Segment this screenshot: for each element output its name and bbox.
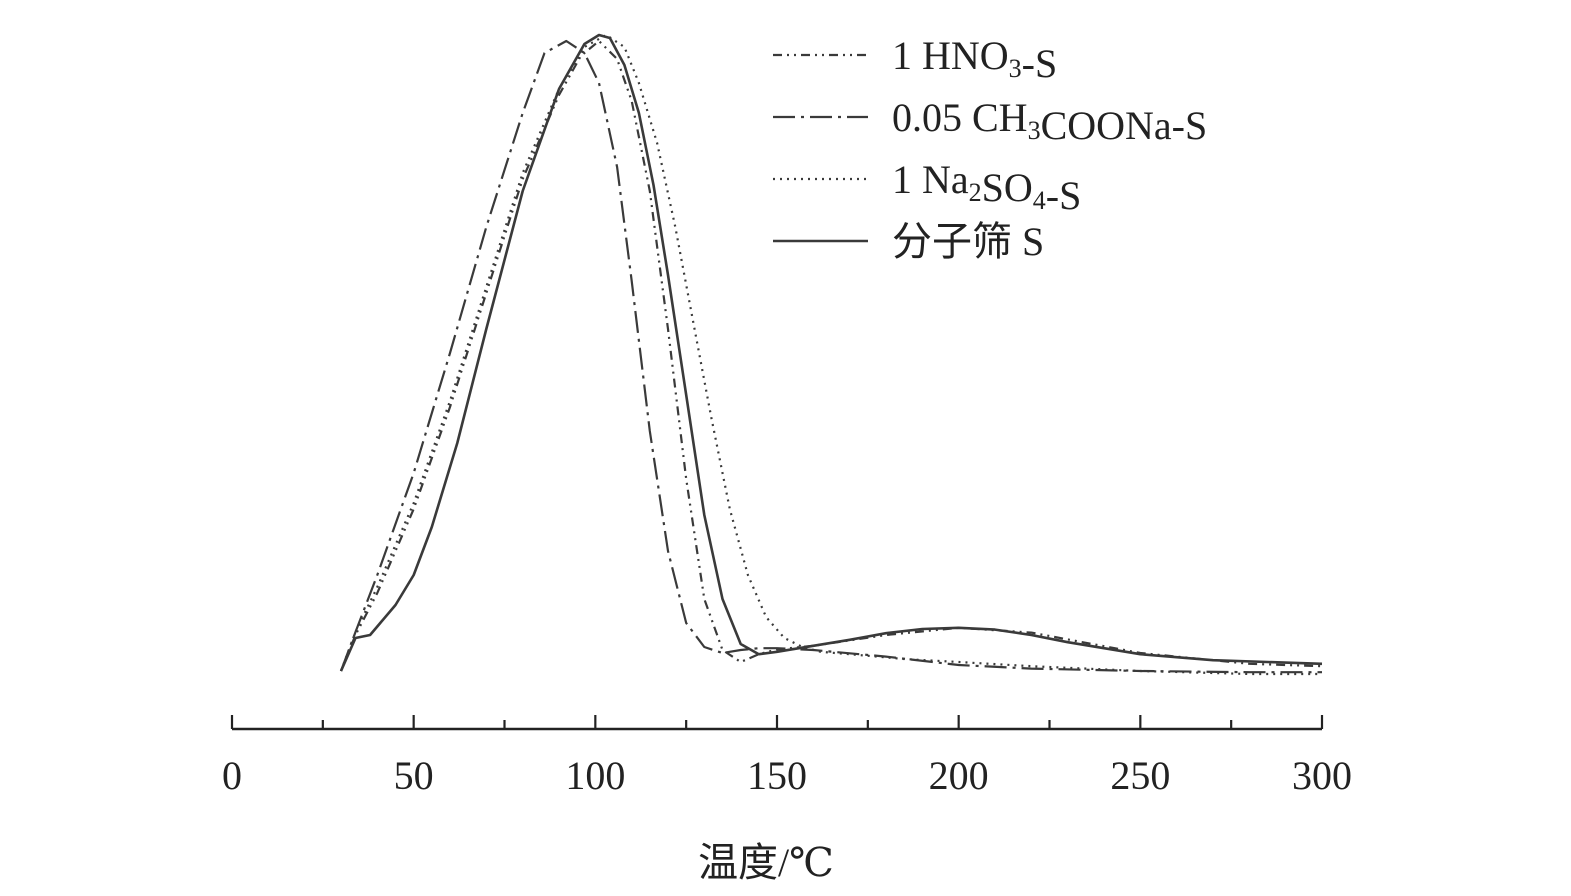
x-tick-label: 50 xyxy=(394,753,434,798)
legend-label: 1 HNO3-S xyxy=(892,33,1057,86)
x-tick-label: 250 xyxy=(1110,753,1170,798)
x-tick-label: 200 xyxy=(929,753,989,798)
series-line-1 xyxy=(339,39,1323,672)
series-line-2 xyxy=(339,39,1322,674)
x-axis: 0 50 100 150 200 250 300 xyxy=(222,715,1352,798)
legend-label: 0.05 CH3COONa-S xyxy=(892,95,1207,148)
x-tick-label: 150 xyxy=(747,753,807,798)
legend-label: 分子筛 S xyxy=(892,219,1044,264)
x-tick-label: 300 xyxy=(1292,753,1352,798)
legend-label: 1 Na2SO4-S xyxy=(892,157,1081,218)
series-line-4 xyxy=(339,33,1323,672)
x-tick-label: 0 xyxy=(222,753,242,798)
plot-area xyxy=(339,33,1323,676)
x-axis-title: 温度/℃ xyxy=(698,840,834,885)
x-tick-label: 100 xyxy=(565,753,625,798)
series-line-3 xyxy=(339,33,1322,676)
